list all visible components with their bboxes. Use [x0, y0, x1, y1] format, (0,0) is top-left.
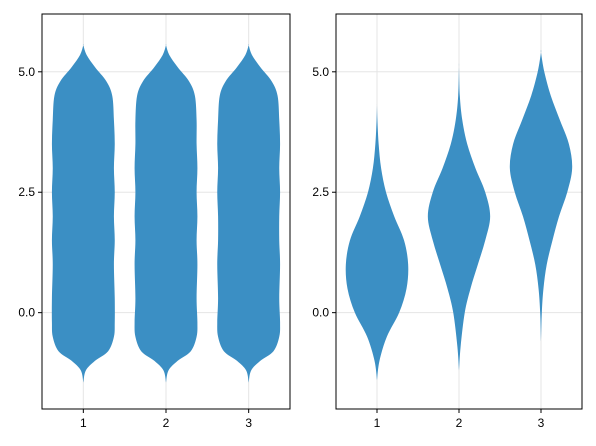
y-tick-label: 0.0 [18, 306, 35, 320]
x-tick-label: 3 [245, 416, 252, 430]
violin-1 [51, 44, 115, 383]
violin-2 [427, 63, 491, 371]
y-tick-label: 2.5 [18, 185, 35, 199]
y-tick-label: 5.0 [312, 65, 329, 79]
x-tick-label: 3 [538, 416, 545, 430]
y-tick-label: 2.5 [312, 185, 329, 199]
y-tick-label: 0.0 [312, 306, 329, 320]
violin-panel-left: 1 2 3 0.0 2.5 5.0 [18, 13, 291, 430]
x-tick-label: 1 [80, 416, 87, 430]
violin-1 [345, 103, 409, 381]
violin-panel-right: 1 2 3 0.0 2.5 5.0 [312, 13, 583, 430]
x-tick-label: 2 [456, 416, 463, 430]
violin-3 [217, 44, 281, 383]
x-tick-label: 1 [374, 416, 381, 430]
violin-2 [134, 44, 198, 383]
y-tick-label: 5.0 [18, 65, 35, 79]
violin-3 [509, 50, 573, 342]
x-tick-label: 2 [163, 416, 170, 430]
